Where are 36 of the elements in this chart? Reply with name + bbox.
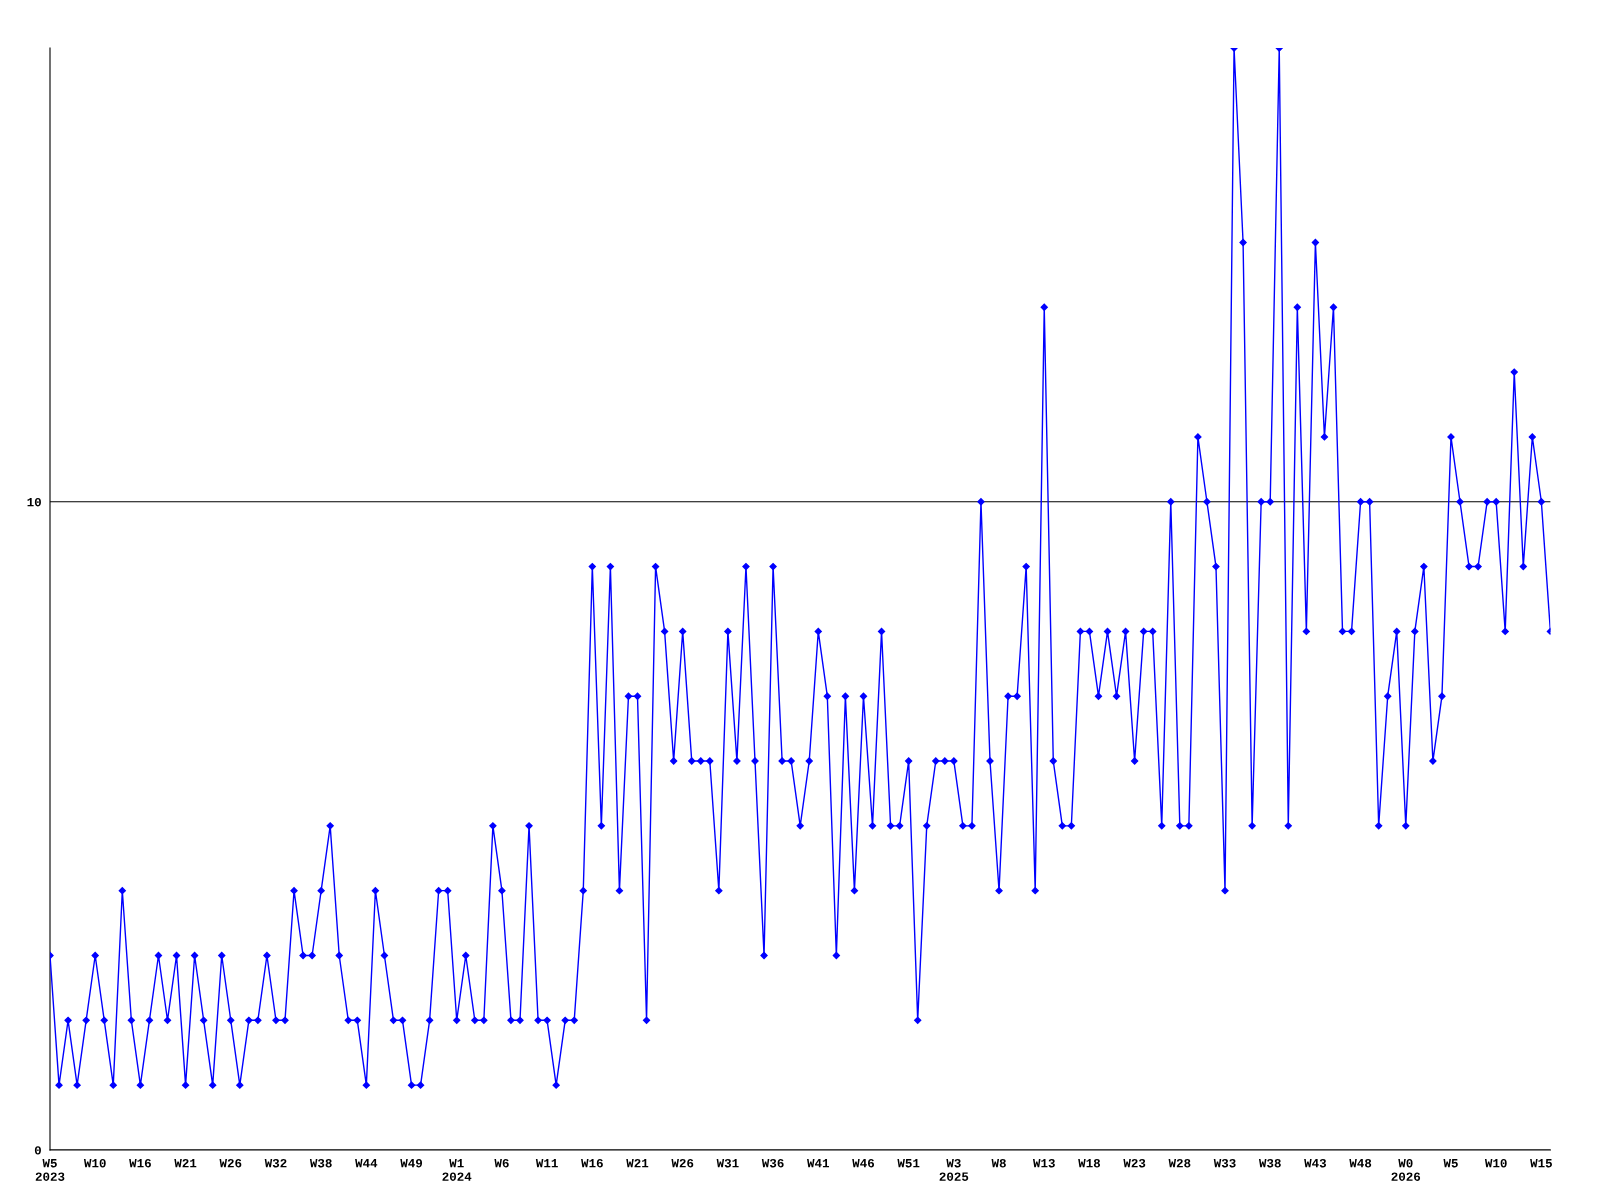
x-tick-label: W48: [1349, 1158, 1372, 1168]
x-tick-label: W38: [309, 1158, 332, 1168]
x-tick-label: W26: [219, 1158, 242, 1168]
x-tick-label: W46: [852, 1158, 875, 1168]
x-tick-label: W5: [1443, 1159, 1458, 1168]
x-tick-label: W33: [1213, 1158, 1236, 1168]
x-tick-label: W16: [581, 1158, 603, 1168]
x-tick-label: W10: [1484, 1158, 1507, 1168]
x-tick-label: W32: [264, 1158, 287, 1168]
x-tick-label: W1 2024: [442, 1159, 472, 1181]
x-tick-label: W38: [1258, 1158, 1281, 1168]
x-tick-label: W8: [991, 1158, 1006, 1168]
x-tick-label: W36: [761, 1158, 784, 1168]
x-tick-label: W11: [535, 1159, 558, 1168]
x-tick-label: W13: [1032, 1158, 1055, 1168]
x-tick-label: W16: [129, 1158, 151, 1168]
x-tick-label: W21: [626, 1158, 649, 1168]
x-tick-label: W44: [355, 1159, 378, 1168]
x-tick-label: W28: [1168, 1158, 1191, 1168]
y-tick-label: 0: [34, 1146, 41, 1155]
x-tick-label: W18: [1078, 1158, 1101, 1168]
x-tick-label: W5 2023: [35, 1159, 65, 1181]
x-tick-label: W41: [807, 1159, 829, 1168]
x-tick-label: W6: [494, 1158, 509, 1168]
y-tick-label: 10: [27, 497, 41, 507]
x-tick-label: W15: [1530, 1159, 1552, 1168]
x-tick-label: W23: [1123, 1158, 1146, 1168]
x-tick-label: W21: [174, 1158, 197, 1168]
x-tick-label: W3 2025: [939, 1158, 969, 1181]
x-tick-label: W31: [716, 1158, 739, 1168]
x-tick-label: W10: [83, 1158, 106, 1168]
x-tick-label: W43: [1304, 1158, 1327, 1168]
x-tick-label: W26: [671, 1158, 694, 1168]
x-tick-label: W49: [400, 1158, 423, 1168]
x-tick-label: W0 2026: [1391, 1158, 1421, 1181]
x-tick-label: W51: [897, 1159, 920, 1168]
